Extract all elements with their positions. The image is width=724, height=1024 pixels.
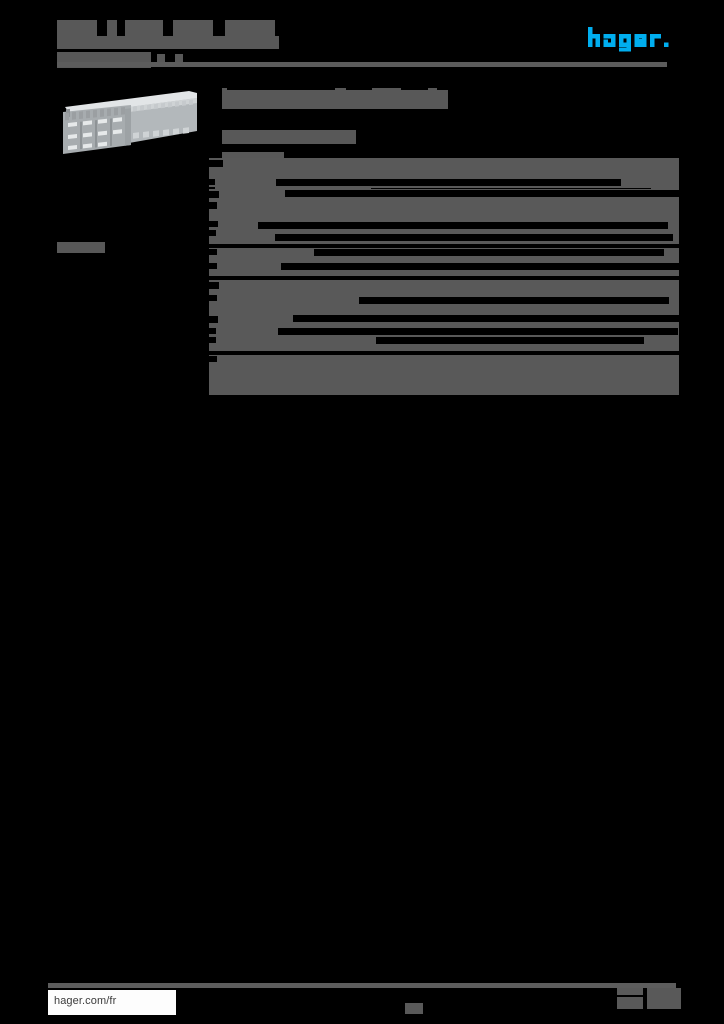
redacted-key-text [205, 230, 216, 236]
header-title-word-2 [107, 20, 117, 36]
redacted-key-text [205, 337, 216, 343]
spec-table [205, 158, 685, 395]
redacted-key-text [205, 249, 217, 255]
table-row-key [205, 200, 281, 220]
footer-divider [48, 983, 676, 988]
table-row [205, 189, 685, 200]
spec-table-label [222, 152, 284, 161]
redacted-key-text [205, 202, 217, 209]
redacted-value-text [275, 234, 673, 241]
spec-table-group [205, 158, 685, 244]
table-row-key [205, 314, 281, 327]
spec-table-group [205, 248, 681, 276]
redacted-key-text [205, 316, 218, 323]
spec-table-group [205, 280, 685, 351]
redacted-value-text [359, 297, 669, 304]
table-row [205, 355, 679, 395]
table-row-value [281, 294, 679, 314]
section-title [222, 90, 448, 109]
table-row [205, 262, 681, 276]
table-row [205, 158, 679, 178]
footer-center-descender [405, 1003, 423, 1014]
table-row-key [205, 355, 281, 395]
table-row [205, 294, 679, 314]
redacted-key-text [205, 356, 217, 362]
table-row-value [281, 189, 685, 200]
table-row-key [205, 280, 281, 294]
redacted-value-text [285, 190, 685, 197]
footer-page-number [617, 988, 681, 1012]
table-row-value [281, 280, 679, 294]
hager-logo [587, 26, 681, 52]
section-subtitle [222, 130, 356, 144]
spec-table-group [205, 355, 679, 395]
header-subtitle-dot-1 [157, 54, 165, 63]
table-row-value [258, 220, 679, 244]
redacted-value-text [314, 249, 664, 256]
footer-url-text[interactable]: hager.com/fr [54, 995, 117, 1007]
redacted-value-text [376, 337, 644, 344]
table-row-value [281, 248, 679, 262]
header-divider [57, 62, 667, 67]
redacted-key-text [205, 282, 219, 289]
table-row [205, 178, 679, 195]
footer-url-box[interactable]: hager.com/fr [48, 990, 176, 1015]
redacted-key-text [205, 295, 217, 301]
redacted-key-text [205, 221, 218, 227]
table-row [205, 327, 679, 351]
table-row-value [281, 262, 681, 276]
table-row-value [281, 158, 679, 178]
header-title-line-2 [57, 36, 279, 49]
redacted-key-text [205, 179, 215, 185]
redacted-value-text [258, 222, 668, 229]
section-title-ascender-1 [222, 88, 227, 96]
header-title-word-5 [225, 20, 275, 36]
table-row-key [205, 294, 281, 314]
table-row-value [281, 355, 679, 395]
table-row-key [205, 189, 281, 200]
redacted-value-text [276, 179, 621, 186]
table-row-key [205, 178, 281, 193]
table-row-value [281, 314, 685, 327]
table-row [205, 248, 679, 262]
table-row [205, 280, 679, 294]
table-row-value [276, 178, 679, 195]
table-row [205, 220, 679, 244]
header-title-word-3 [125, 20, 163, 36]
table-row [205, 314, 685, 327]
redacted-value-text [278, 328, 678, 335]
redacted-value-text [281, 263, 681, 270]
redacted-key-text [205, 160, 223, 167]
header-title-word-4 [173, 20, 213, 36]
table-row-key [205, 327, 281, 351]
header-subtitle-dot-2 [175, 54, 183, 63]
header-title-word-1 [57, 20, 97, 36]
redacted-key-text [205, 263, 217, 269]
section-title-ascender-4 [428, 88, 437, 94]
redacted-key-text [205, 328, 216, 334]
footer-center-text [297, 990, 437, 1014]
redacted-key-text [205, 191, 219, 198]
table-row-value [281, 200, 679, 220]
section-title-ascender-2 [335, 88, 346, 94]
redacted-value-text [293, 315, 685, 322]
page-header [57, 18, 667, 68]
product-image [57, 85, 197, 161]
table-row-key [205, 220, 281, 244]
table-row-key [205, 248, 281, 262]
table-row [205, 200, 679, 220]
table-row-value [278, 327, 679, 351]
left-column-note [57, 242, 105, 253]
table-row-key [205, 158, 281, 178]
section-title-ascender-3 [372, 88, 401, 94]
table-row-key [205, 262, 281, 276]
